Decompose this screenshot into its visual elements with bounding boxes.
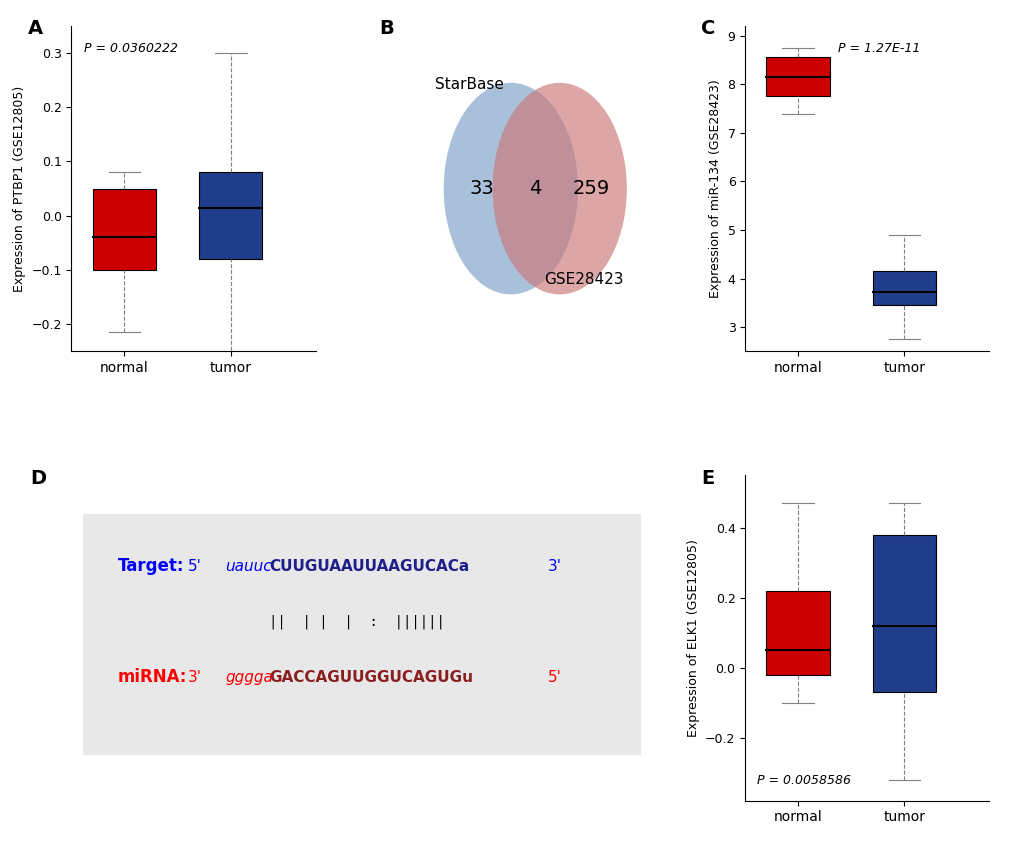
Text: C: C [701,19,715,39]
Y-axis label: Expression of PTBP1 (GSE12805): Expression of PTBP1 (GSE12805) [12,85,25,292]
Text: B: B [379,19,393,39]
Text: miRNA:: miRNA: [118,668,187,686]
Text: gggga: gggga [225,670,273,684]
FancyBboxPatch shape [765,58,829,96]
Text: Target:: Target: [118,557,184,575]
FancyBboxPatch shape [872,271,935,306]
Text: P = 0.0360222: P = 0.0360222 [84,42,177,55]
Text: 3': 3' [547,559,561,573]
FancyBboxPatch shape [199,172,262,259]
Text: 259: 259 [573,179,609,198]
Text: 3': 3' [187,670,202,684]
Text: GACCAGUUGGUCAGUGu: GACCAGUUGGUCAGUGu [269,670,473,684]
FancyBboxPatch shape [872,535,935,692]
Text: ||  | |  |  :  ||||||: || | | | : |||||| [269,615,444,629]
Text: D: D [31,468,47,487]
Text: CUUGUAAUUAAGUCACa: CUUGUAAUUAAGUCACa [269,559,469,573]
Text: StarBase: StarBase [434,77,503,92]
Y-axis label: Expression of ELK1 (GSE12805): Expression of ELK1 (GSE12805) [686,539,699,737]
Text: E: E [701,468,714,487]
Y-axis label: Expression of miR-134 (GSE28423): Expression of miR-134 (GSE28423) [708,79,721,298]
Text: uauuc: uauuc [225,559,272,573]
Text: 33: 33 [469,179,493,198]
Text: 4: 4 [529,179,541,198]
Text: 5': 5' [187,559,202,573]
FancyBboxPatch shape [93,189,156,270]
Text: P = 1.27E-11: P = 1.27E-11 [838,42,919,55]
Ellipse shape [492,83,627,294]
FancyBboxPatch shape [765,591,829,675]
Text: A: A [28,19,43,39]
FancyBboxPatch shape [83,514,640,755]
Ellipse shape [443,83,578,294]
Text: GSE28423: GSE28423 [544,272,624,288]
Text: P = 0.0058586: P = 0.0058586 [757,774,851,788]
Text: 5': 5' [547,670,561,684]
